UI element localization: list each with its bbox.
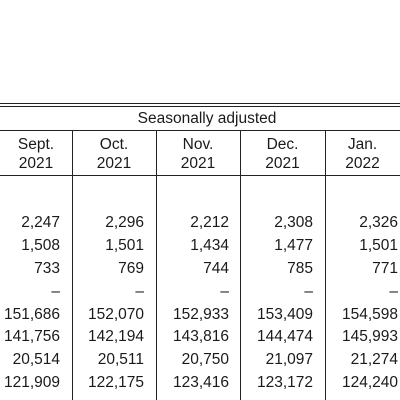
table-cell: 2,308 — [274, 213, 313, 233]
table-cell: 144,474 — [257, 327, 313, 347]
table-cell: 1,508 — [21, 236, 60, 256]
table-cell: 151,686 — [4, 305, 60, 325]
table-cell: 121,909 — [4, 373, 60, 393]
table-cell: 1,477 — [274, 236, 313, 256]
section-title: Seasonally adjusted — [0, 109, 400, 129]
top-rule-upper — [0, 103, 400, 104]
table-cell: 785 — [287, 259, 313, 279]
column-header: Sept. 2021 — [0, 135, 72, 173]
table-cell: 2,212 — [190, 213, 229, 233]
column-header-month: Sept. — [0, 135, 72, 154]
table-cell: 123,172 — [257, 373, 313, 393]
column-header-month: Nov. — [156, 135, 240, 154]
table-cell: – — [135, 282, 144, 302]
table-cell: 1,501 — [105, 236, 144, 256]
table-cell: 2,296 — [105, 213, 144, 233]
column-header-month: Dec. — [240, 135, 325, 154]
table-cell: 2,326 — [359, 213, 398, 233]
table-cell: 20,511 — [98, 350, 144, 370]
section-rule — [0, 130, 400, 131]
table-cell: 154,598 — [342, 305, 398, 325]
table-cell: 122,175 — [88, 373, 144, 393]
table-cell: – — [51, 282, 60, 302]
table-cell: 145,993 — [342, 327, 398, 347]
table-cell: 769 — [118, 259, 144, 279]
column-header: Jan. 2022 — [325, 135, 400, 173]
table-cell: 744 — [203, 259, 229, 279]
column-header-year: 2021 — [156, 154, 240, 173]
table-cell: 20,750 — [182, 350, 229, 370]
table-cell: 123,416 — [173, 373, 229, 393]
column-header: Nov. 2021 — [156, 135, 240, 173]
table-cell: 771 — [372, 259, 398, 279]
table-cell: – — [220, 282, 229, 302]
column-header-year: 2022 — [325, 154, 400, 173]
table-cell: 143,816 — [173, 327, 229, 347]
table-cell: 733 — [34, 259, 60, 279]
table-cell: 152,070 — [88, 305, 144, 325]
table-cell: 20,514 — [13, 350, 60, 370]
table-cell: 21,274 — [351, 350, 398, 370]
table-cell: 2,247 — [21, 213, 60, 233]
table-cell: 142,194 — [88, 327, 144, 347]
header-rule — [0, 175, 400, 176]
table-cell: 1,501 — [359, 236, 398, 256]
table-cell: – — [304, 282, 313, 302]
table-cell: 1,434 — [190, 236, 229, 256]
table-cell: 153,409 — [257, 305, 313, 325]
table-cell: 141,756 — [4, 327, 60, 347]
column-header-month: Jan. — [325, 135, 400, 154]
column-header-year: 2021 — [0, 154, 72, 173]
table-cell: 21,097 — [266, 350, 313, 370]
column-header-year: 2021 — [72, 154, 156, 173]
top-rule-lower — [0, 106, 400, 107]
table-cell: – — [389, 282, 398, 302]
table-cell: 152,933 — [173, 305, 229, 325]
column-header-year: 2021 — [240, 154, 325, 173]
column-header: Oct. 2021 — [72, 135, 156, 173]
column-header: Dec. 2021 — [240, 135, 325, 173]
table-cell: 124,240 — [342, 373, 398, 393]
column-header-month: Oct. — [72, 135, 156, 154]
